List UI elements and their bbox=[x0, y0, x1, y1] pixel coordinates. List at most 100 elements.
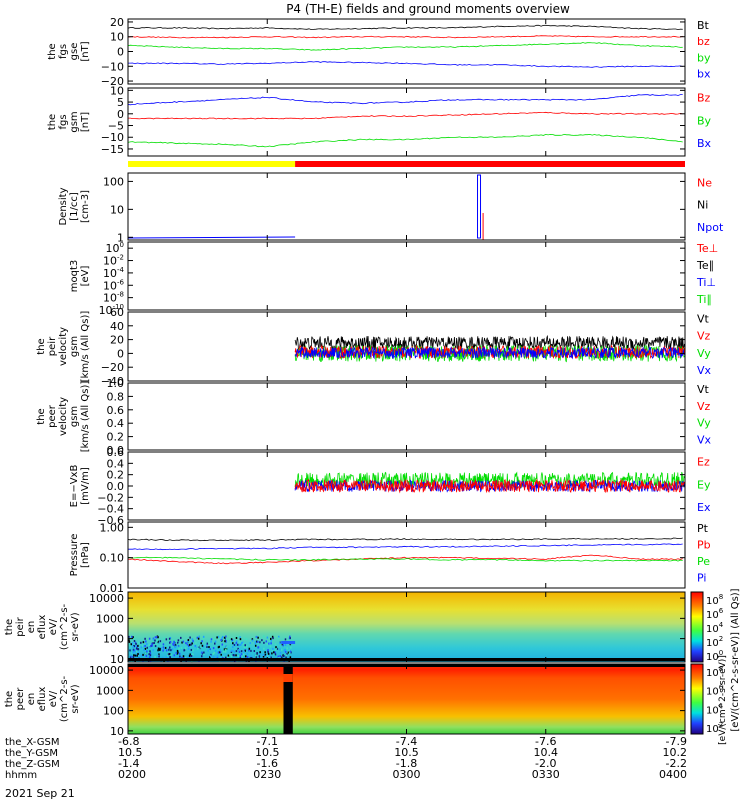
legend-bx: bx bbox=[697, 68, 711, 81]
ytick-label: 100 bbox=[103, 633, 124, 646]
heatmap-speck bbox=[149, 654, 152, 657]
heatmap-speck bbox=[263, 641, 265, 644]
heatmap-speck bbox=[221, 635, 224, 638]
heatmap-speck bbox=[201, 640, 203, 643]
heatmap-speck bbox=[148, 653, 150, 656]
series-Bt bbox=[127, 24, 683, 31]
heatmap-speck bbox=[222, 655, 225, 658]
heatmap-speck bbox=[137, 648, 140, 651]
heatmap-speck bbox=[218, 636, 221, 639]
ephemeris-value: 10.5 bbox=[118, 746, 143, 759]
heatmap-speck bbox=[245, 645, 248, 648]
colorbar-exponent: 2 bbox=[719, 635, 723, 643]
ephemeris-value: 0300 bbox=[393, 768, 421, 781]
heatmap-speck bbox=[133, 644, 136, 647]
heatmap-speck bbox=[214, 640, 217, 643]
heatmap-speck bbox=[236, 660, 238, 663]
heatmap-speck bbox=[159, 649, 161, 652]
ytick-label: 0.4 bbox=[107, 417, 125, 430]
heatmap-speck bbox=[200, 655, 203, 658]
heatmap-speck bbox=[277, 655, 280, 658]
heatmap-speck bbox=[244, 655, 247, 658]
heatmap-speck bbox=[169, 646, 171, 649]
heatmap-speck bbox=[253, 650, 256, 653]
heatmap-speck bbox=[234, 644, 237, 647]
heatmap-speck bbox=[162, 649, 164, 652]
ylabel-line: en bbox=[26, 621, 37, 634]
ytick-label: 1.00 bbox=[100, 521, 125, 534]
ylabel-line: the bbox=[47, 114, 58, 130]
heatmap-speck bbox=[229, 638, 231, 641]
heatmap-speck bbox=[189, 636, 191, 639]
legend-Ti⊥: Ti⊥ bbox=[696, 276, 716, 289]
legend-Bx: Bx bbox=[697, 137, 712, 150]
ephemeris-value: -2.0 bbox=[535, 757, 556, 770]
ytick-label: 20 bbox=[110, 16, 124, 29]
panel-frame bbox=[127, 521, 686, 589]
heatmap-speck bbox=[264, 651, 266, 654]
ytick-exponent: 0 bbox=[120, 241, 124, 249]
heatmap-speck bbox=[188, 643, 191, 646]
ylabel-line: sr-eV) bbox=[70, 684, 81, 713]
heatmap-speck bbox=[235, 642, 238, 645]
heatmap-speck bbox=[225, 635, 227, 638]
heatmap-speck bbox=[173, 654, 176, 657]
legend-Ez: Ez bbox=[697, 456, 710, 469]
ytick-label: 10 bbox=[110, 31, 124, 44]
heatmap-speck bbox=[239, 655, 242, 658]
panel-peer-eflux: 10000 1000 100 10 the peer en eflux eV/(cm^2-s-s… bbox=[4, 663, 686, 738]
ylabel-line: [nT] bbox=[80, 112, 91, 132]
colorbar-exponent: 4 bbox=[719, 621, 724, 629]
colorbar-label: [eV/(cm^2-s-sr-eV)] (All Qs)] bbox=[730, 588, 741, 731]
heatmap-speck bbox=[177, 644, 180, 647]
ytick-label: 1000 bbox=[96, 684, 124, 697]
heatmap-speck bbox=[165, 649, 168, 652]
heatmap-speck bbox=[198, 635, 201, 638]
legend-By: By bbox=[697, 114, 712, 127]
heatmap-speck bbox=[144, 644, 146, 647]
heatmap-speck bbox=[146, 643, 148, 646]
ytick-exponent: -10 bbox=[113, 303, 124, 311]
heatmap-speck bbox=[151, 644, 154, 647]
heatmap-speck bbox=[132, 655, 135, 658]
panel-frame bbox=[127, 241, 686, 311]
ephemeris-value: 0200 bbox=[118, 768, 146, 781]
heatmap-speck bbox=[137, 644, 139, 647]
heatmap-speck bbox=[259, 656, 262, 659]
heatmap-speck bbox=[184, 656, 187, 659]
heatmap-speck bbox=[230, 652, 232, 655]
ytick-label: 0 bbox=[117, 46, 124, 59]
ylabel-line: (cm^2-s- bbox=[59, 603, 70, 650]
ephemeris-value: -1.4 bbox=[118, 757, 139, 770]
heatmap-speck bbox=[202, 635, 205, 638]
heatmap-speck bbox=[207, 642, 210, 645]
heatmap-speck bbox=[223, 650, 225, 653]
ytick-exponent: -4 bbox=[117, 266, 125, 274]
heatmap-speck bbox=[274, 648, 277, 651]
heatmap-speck bbox=[235, 650, 238, 653]
heatmap-speck bbox=[208, 646, 210, 649]
heatmap-speck bbox=[210, 640, 212, 643]
ephemeris-value: 10.2 bbox=[663, 746, 688, 759]
ylabel-line: peer bbox=[15, 687, 26, 711]
ytick-label: 0.0 bbox=[107, 444, 125, 457]
heatmap-speck bbox=[280, 656, 283, 659]
heatmap-speck bbox=[274, 651, 276, 654]
heatmap-speck bbox=[163, 648, 165, 651]
heatmap-speck bbox=[274, 653, 277, 656]
heatmap-speck bbox=[201, 644, 204, 647]
heatmap-speck bbox=[246, 655, 249, 658]
ephemeris-value: -7.4 bbox=[396, 735, 417, 748]
heatmap-speck bbox=[162, 646, 165, 649]
heatmap-speck bbox=[263, 640, 265, 643]
heatmap-speck bbox=[266, 636, 269, 639]
panel-density: 100 10 1 Density [1/cc] [cm-3] Ne Ni Npot bbox=[58, 172, 724, 244]
heatmap-speck bbox=[221, 643, 224, 646]
heatmap-speck bbox=[258, 655, 261, 658]
heatmap-speck bbox=[136, 654, 138, 657]
heatmap-speck bbox=[279, 652, 282, 655]
heatmap-speck bbox=[142, 653, 144, 656]
colorbar-tick: 104 bbox=[706, 621, 724, 635]
heatmap-speck bbox=[163, 637, 165, 640]
